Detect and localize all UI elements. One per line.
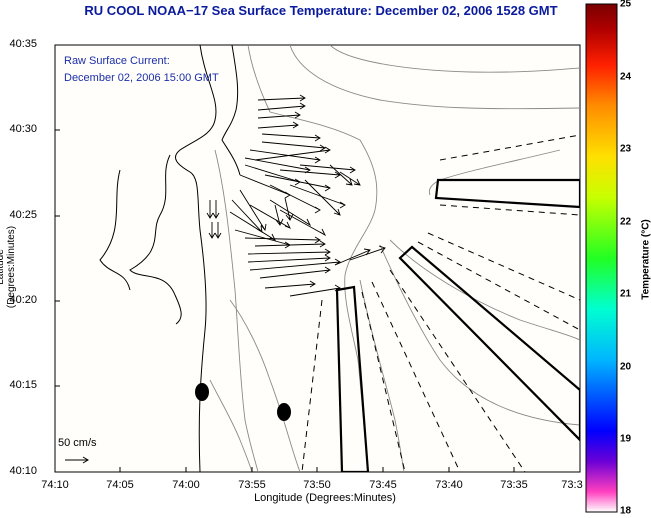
colorbar-tick: 19 (620, 433, 632, 445)
y-axis-title: Latitude (Degrees:Minutes) (0, 225, 17, 309)
x-tick-label: 73:55 (238, 479, 266, 491)
x-tick-label: 73:50 (303, 479, 331, 491)
marker-dot (195, 383, 209, 401)
y-tick-label: 40:20 (9, 294, 37, 306)
axis-ticks (54, 44, 581, 473)
scale-label: 50 cm/s (58, 437, 97, 449)
marker-dot (277, 403, 291, 421)
y-tick-label: 40:30 (9, 123, 37, 135)
colorbar-tick: 18 (620, 505, 632, 517)
radar-beams (335, 178, 580, 472)
radar-sector-lines (301, 134, 580, 472)
colorbar-tick: 20 (620, 361, 632, 373)
y-tick-label: 40:25 (9, 209, 37, 221)
bathymetry-contours (209, 45, 580, 472)
x-axis-title: Longitude (Degrees:Minutes) (254, 492, 396, 504)
x-tick-label: 73:3 (561, 479, 583, 491)
x-tick-label: 73:45 (369, 479, 397, 491)
sandy-hook (221, 45, 241, 176)
x-tick-label: 74:05 (106, 479, 134, 491)
colorbar-title: Temperature (°C) (640, 219, 651, 300)
current-label-line2: December 02, 2006 15:00 GMT (64, 72, 219, 84)
x-tick-label: 73:40 (435, 479, 463, 491)
scale-arrow (65, 456, 89, 464)
y-tick-label: 40:35 (9, 38, 37, 50)
colorbar-tick: 22 (620, 216, 632, 228)
x-tick-label: 74:00 (172, 479, 200, 491)
colorbar-tick: 25 (620, 0, 632, 10)
coastline (99, 45, 217, 472)
current-label-line1: Raw Surface Current: (64, 55, 170, 67)
colorbar-tick: 21 (620, 288, 632, 300)
colorbar-tick: 24 (620, 71, 632, 83)
y-tick-label: 40:10 (9, 465, 37, 477)
current-vectors (206, 94, 386, 297)
figure-title: RU COOL NOAA−17 Sea Surface Temperature:… (84, 3, 558, 18)
colorbar (585, 3, 618, 513)
x-tick-label: 73:35 (500, 479, 528, 491)
y-tick-label: 40:15 (9, 379, 37, 391)
x-tick-label: 74:10 (41, 479, 69, 491)
colorbar-tick: 23 (620, 143, 632, 155)
